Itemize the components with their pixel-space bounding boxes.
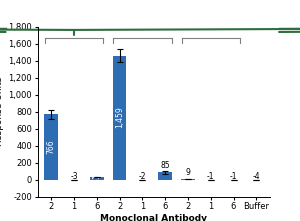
Text: -1: -1 <box>207 172 214 181</box>
Bar <box>158 172 172 180</box>
Text: 766: 766 <box>47 140 56 154</box>
Text: -2: -2 <box>139 172 146 181</box>
Text: 1,459: 1,459 <box>115 107 124 128</box>
Bar <box>90 177 104 180</box>
Text: 85: 85 <box>160 161 170 170</box>
Bar <box>181 179 195 180</box>
Text: -1: -1 <box>230 172 237 181</box>
Text: 31: 31 <box>92 173 101 183</box>
Bar <box>113 55 126 180</box>
Text: -3: -3 <box>70 172 78 181</box>
Text: -4: -4 <box>253 172 260 181</box>
X-axis label: Monoclonal Antibody: Monoclonal Antibody <box>100 214 207 221</box>
Text: 9: 9 <box>185 168 190 177</box>
Bar <box>44 114 58 180</box>
Y-axis label: Response Units: Response Units <box>0 77 4 146</box>
